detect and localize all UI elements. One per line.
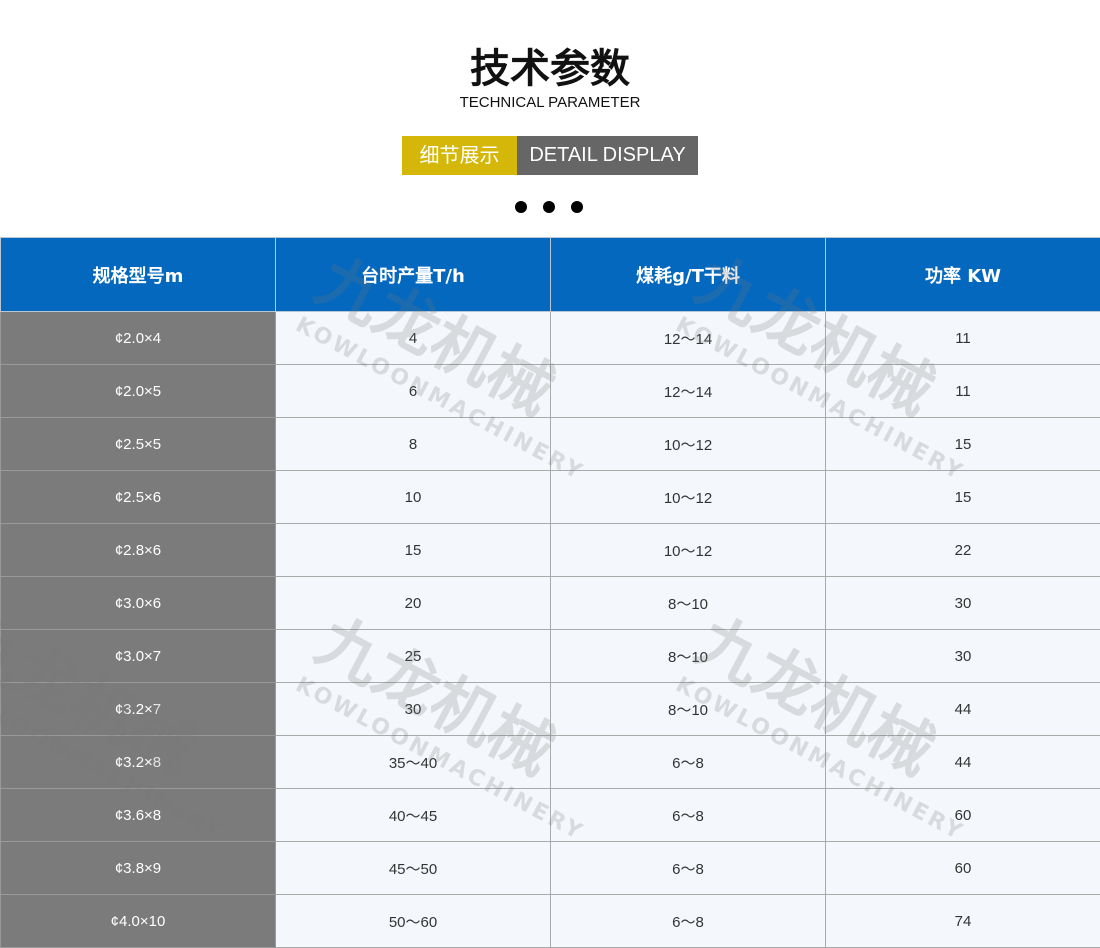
cell-coal-consumption: 6～8: [551, 895, 826, 948]
cell-power: 22: [826, 524, 1100, 577]
cell-model: ¢3.8×9: [1, 842, 276, 895]
cell-coal-consumption: 8～10: [551, 630, 826, 683]
cell-power: 60: [826, 789, 1100, 842]
cell-power: 30: [826, 577, 1100, 630]
dot: [515, 201, 527, 213]
cell-coal-consumption: 10～12: [551, 471, 826, 524]
cell-model: ¢4.0×10: [1, 895, 276, 948]
cell-model: ¢2.5×5: [1, 418, 276, 471]
cell-output: 15: [276, 524, 551, 577]
cell-model: ¢3.2×8: [1, 736, 276, 789]
cell-output: 10: [276, 471, 551, 524]
table-header-row: 规格型号m 台时产量T/h 煤耗g/T干料 功率 KW: [1, 238, 1100, 312]
cell-coal-consumption: 10～12: [551, 524, 826, 577]
cell-power: 44: [826, 736, 1100, 789]
cell-output: 45～50: [276, 842, 551, 895]
cell-output: 25: [276, 630, 551, 683]
cell-model: ¢2.8×6: [1, 524, 276, 577]
cell-model: ¢3.0×7: [1, 630, 276, 683]
cell-model: ¢3.2×7: [1, 683, 276, 736]
cell-output: 35～40: [276, 736, 551, 789]
cell-output: 4: [276, 312, 551, 365]
cell-coal-consumption: 12～14: [551, 312, 826, 365]
cell-power: 30: [826, 630, 1100, 683]
cell-power: 74: [826, 895, 1100, 948]
cell-coal-consumption: 6～8: [551, 789, 826, 842]
badge-cn: 细节展示: [402, 136, 517, 175]
cell-output: 30: [276, 683, 551, 736]
cell-coal-consumption: 12～14: [551, 365, 826, 418]
dot: [543, 201, 555, 213]
header-power: 功率 KW: [826, 238, 1100, 312]
dot: [571, 201, 583, 213]
cell-power: 11: [826, 312, 1100, 365]
cell-output: 8: [276, 418, 551, 471]
header-model: 规格型号m: [1, 238, 276, 312]
cell-power: 60: [826, 842, 1100, 895]
detail-display-badge: 细节展示 DETAIL DISPLAY: [402, 136, 698, 175]
header-output: 台时产量T/h: [276, 238, 551, 312]
cell-output: 6: [276, 365, 551, 418]
cell-model: ¢3.6×8: [1, 789, 276, 842]
header-coal: 煤耗g/T干料: [551, 238, 826, 312]
cell-power: 11: [826, 365, 1100, 418]
cell-power: 15: [826, 418, 1100, 471]
cell-coal-consumption: 8～10: [551, 683, 826, 736]
cell-output: 40～45: [276, 789, 551, 842]
cell-model: ¢2.0×4: [1, 312, 276, 365]
cell-model: ¢2.0×5: [1, 365, 276, 418]
cell-model: ¢3.0×6: [1, 577, 276, 630]
cell-coal-consumption: 10～12: [551, 418, 826, 471]
cell-coal-consumption: 8～10: [551, 577, 826, 630]
cell-coal-consumption: 6～8: [551, 842, 826, 895]
cell-model: ¢2.5×6: [1, 471, 276, 524]
cell-coal-consumption: 6～8: [551, 736, 826, 789]
badge-en: DETAIL DISPLAY: [517, 136, 698, 175]
cell-output: 50～60: [276, 895, 551, 948]
cell-output: 20: [276, 577, 551, 630]
cell-power: 44: [826, 683, 1100, 736]
dots-decoration: [515, 201, 583, 213]
cell-power: 15: [826, 471, 1100, 524]
page-subtitle: TECHNICAL PARAMETER: [0, 94, 1100, 111]
page-title: 技术参数: [0, 36, 1100, 94]
